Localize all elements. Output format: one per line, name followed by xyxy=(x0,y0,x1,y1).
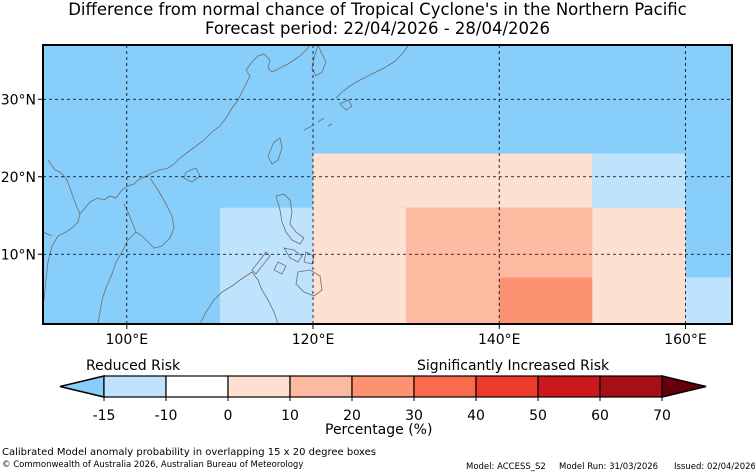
colorbar-tick-label: -10 xyxy=(155,408,178,424)
colorbar-segment xyxy=(351,375,415,398)
coastline xyxy=(42,43,409,325)
colorbar-tick-label: 20 xyxy=(343,408,361,424)
colorbar-tick-label: 40 xyxy=(467,408,485,424)
colorbar: -15 -10 0 10 20 30 40 50 60 70 xyxy=(59,375,707,424)
lon-tick-label: 160°E xyxy=(664,332,707,348)
coastline-mindanao xyxy=(295,269,323,297)
map-title: Difference from normal chance of Tropica… xyxy=(68,0,687,19)
lat-tick-label: 30°N xyxy=(1,92,36,108)
probability-cell-9 xyxy=(685,277,732,324)
lat-tick-label: 20°N xyxy=(1,170,36,186)
colorbar-tick-label: -15 xyxy=(93,408,116,424)
lon-tick-label: 100°E xyxy=(106,332,149,348)
probability-cell-8 xyxy=(592,207,686,324)
coastline-korea xyxy=(311,43,327,77)
coastline-palawan xyxy=(251,251,271,275)
colorbar-segment xyxy=(103,375,167,398)
coastline-hainan xyxy=(183,167,201,183)
lon-tick-label: 120°E xyxy=(292,332,335,348)
probability-cell-2 xyxy=(313,207,407,324)
colorbar-under-arrow xyxy=(59,375,105,398)
colorbar-tick-label: 30 xyxy=(405,408,423,424)
colorbar-segment xyxy=(599,375,663,398)
reduced-risk-label: Reduced Risk xyxy=(86,358,181,374)
map-frame xyxy=(42,44,733,325)
colorbar-segment xyxy=(165,375,229,398)
colorbar-segment xyxy=(289,375,353,398)
footer-issued: Issued: 02/04/2026 xyxy=(674,462,755,472)
graticule xyxy=(43,45,732,324)
coastline-borneo xyxy=(199,271,279,325)
colorbar-tick-label: 0 xyxy=(224,408,233,424)
probability-cell-6 xyxy=(406,277,500,324)
colorbar-tick-label: 10 xyxy=(281,408,299,424)
colorbar-tick-label: 60 xyxy=(591,408,609,424)
probability-cell-3 xyxy=(313,153,593,208)
footer-model-run: Model Run: 31/03/2026 xyxy=(559,462,659,472)
probability-cell-4 xyxy=(592,153,686,208)
map-axis-labels: 100°E 120°E 140°E 160°E 10°N 20°N 30°N xyxy=(1,92,707,348)
coastline-ryukyu xyxy=(303,117,333,131)
coastline-visayas xyxy=(273,247,315,275)
coastline-asia xyxy=(42,44,311,301)
probability-cells xyxy=(219,153,732,324)
colorbar-segment xyxy=(413,375,477,398)
probability-cell-1 xyxy=(219,207,314,324)
colorbar-over-arrow xyxy=(661,375,707,398)
coastline-luzon xyxy=(275,193,305,245)
footer-copyright: © Commonwealth of Australia 2026, Austra… xyxy=(2,460,304,470)
coastline-indochina xyxy=(97,177,175,325)
increased-risk-label: Significantly Increased Risk xyxy=(417,358,610,374)
coastline-taiwan xyxy=(267,137,283,165)
colorbar-tick-label: 50 xyxy=(529,408,547,424)
lat-tick-label: 10°N xyxy=(1,247,36,263)
coastline-japan xyxy=(335,45,409,111)
colorbar-xlabel: Percentage (%) xyxy=(325,422,433,438)
forecast-period-subtitle: Forecast period: 22/04/2026 - 28/04/2026 xyxy=(204,19,551,38)
colorbar-tick-label: 70 xyxy=(653,408,671,424)
probability-cell-7 xyxy=(499,277,593,324)
colorbar-segment xyxy=(537,375,601,398)
lon-tick-label: 140°E xyxy=(478,332,521,348)
colorbar-segment xyxy=(475,375,539,398)
footer-caption: Calibrated Model anomaly probability in … xyxy=(2,447,377,458)
colorbar-segment xyxy=(227,375,291,398)
footer-model: Model: ACCESS_S2 xyxy=(466,462,546,472)
